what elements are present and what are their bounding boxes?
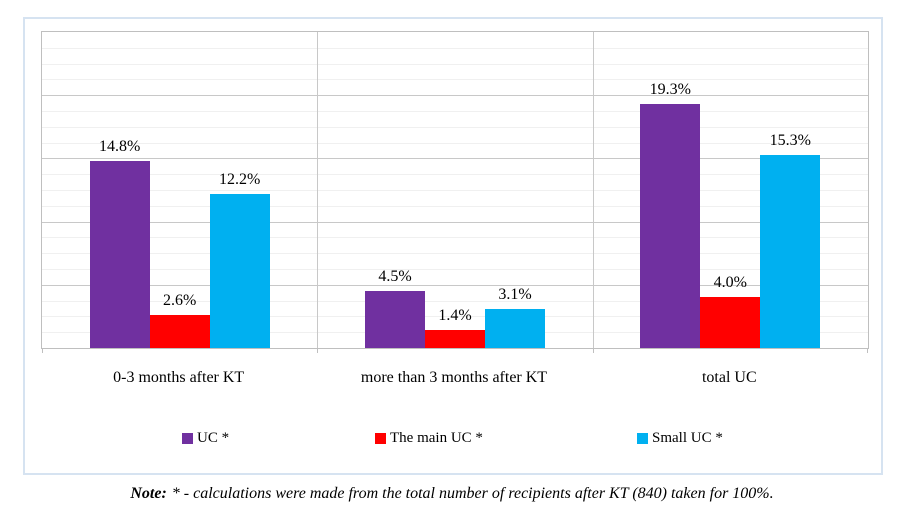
minor-gridline: [42, 79, 868, 81]
legend: UC * The main UC * Small UC *: [25, 431, 881, 453]
legend-label: The main UC *: [390, 430, 483, 446]
footnote-label: Note:: [130, 485, 167, 502]
bar-series1-group2: [365, 291, 425, 348]
panel-divider: [317, 32, 319, 348]
major-gridline: [42, 95, 868, 97]
axis-tick: [42, 348, 43, 353]
legend-label: UC *: [197, 430, 230, 446]
major-gridline: [42, 284, 868, 286]
footnote: Note: * - calculations were made from the…: [0, 485, 904, 503]
minor-gridline: [42, 253, 868, 255]
category-label-total-uc: total UC: [701, 369, 757, 386]
bar-series1-group3: [640, 104, 701, 348]
bar-value-label: 19.3%: [649, 81, 691, 99]
bar-value-label: 15.3%: [769, 131, 811, 149]
bar-series1-group1: [89, 160, 150, 348]
bar-value-label: 4.5%: [378, 268, 412, 286]
bar-series2-group3: [700, 297, 761, 348]
minor-gridline: [42, 126, 868, 128]
legend-item-the-main-uc: The main UC *: [375, 431, 483, 446]
category-label-more-than-3-months: more than 3 months after KT: [360, 369, 548, 386]
minor-gridline: [42, 205, 868, 207]
bar-series3-group2: [485, 308, 545, 348]
minor-gridline: [42, 142, 868, 144]
bar-value-label: 12.2%: [218, 170, 261, 188]
category-axis: 0-3 months after KT more than 3 months a…: [41, 369, 867, 387]
minor-gridline: [42, 300, 868, 302]
bar-value-label: 14.8%: [98, 137, 141, 155]
panel-divider: [592, 32, 594, 348]
minor-gridline: [42, 47, 868, 49]
legend-item-uc: UC *: [182, 431, 229, 446]
minor-gridline: [42, 111, 868, 112]
axis-tick: [867, 348, 868, 353]
axis-tick: [592, 348, 594, 353]
legend-swatch: [182, 433, 193, 444]
bar-series3-group1: [209, 193, 270, 348]
legend-swatch: [375, 433, 386, 444]
legend-swatch: [637, 433, 648, 444]
plot-area: 14.8% 2.6% 12.2% 4.5% 1.4% 3.1% 19.3% 4.0% 15.3%: [41, 31, 869, 353]
bar-series3-group3: [760, 154, 821, 348]
bar-chart-figure: 14.8% 2.6% 12.2% 4.5% 1.4% 3.1% 19.3% 4.0% 15.3%…: [23, 17, 883, 475]
minor-gridline: [42, 174, 868, 176]
bar-series2-group1: [149, 315, 210, 348]
bar-value-label: 3.1%: [498, 285, 532, 303]
category-label-0-3-months: 0-3 months after KT: [113, 369, 245, 386]
major-gridline: [42, 221, 868, 223]
minor-gridline: [42, 316, 868, 318]
minor-gridline: [42, 63, 868, 65]
footnote-text: * - calculations were made from the tota…: [171, 485, 774, 502]
legend-item-small-uc: Small UC *: [637, 431, 723, 446]
minor-gridline: [42, 190, 868, 191]
bar-value-label: 4.0%: [713, 274, 747, 292]
minor-gridline: [42, 237, 868, 239]
major-gridline: [42, 158, 868, 160]
bar-value-label: 1.4%: [438, 307, 472, 325]
legend-label: Small UC *: [652, 430, 723, 446]
axis-tick: [317, 348, 319, 353]
bar-value-label: 2.6%: [162, 292, 197, 310]
minor-gridline: [42, 269, 868, 270]
bar-series2-group2: [425, 330, 485, 348]
